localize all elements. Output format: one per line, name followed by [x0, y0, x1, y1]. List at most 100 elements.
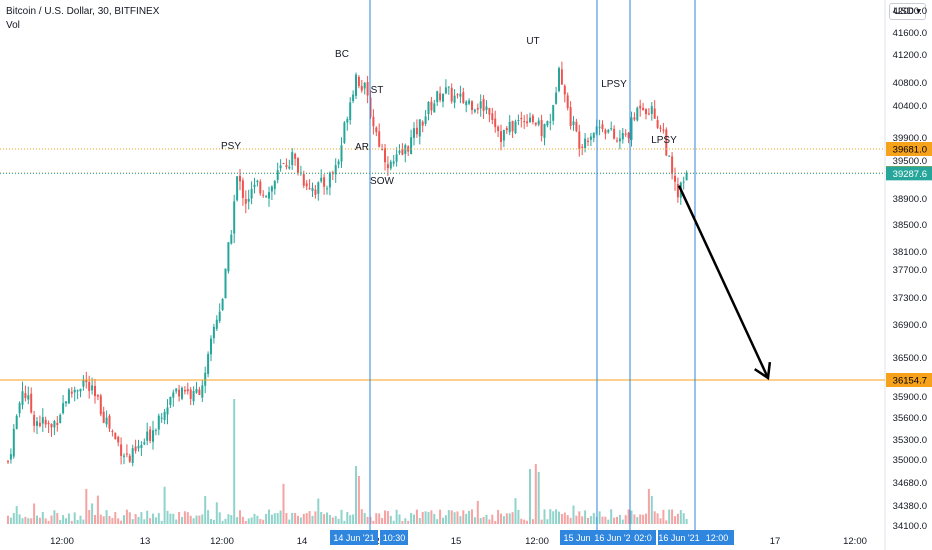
candle-body: [186, 389, 189, 392]
time-badge: [330, 530, 378, 545]
volume-bar: [529, 469, 531, 524]
volume-bar: [294, 512, 297, 524]
volume-bar: [137, 516, 140, 524]
volume-bar: [494, 520, 497, 524]
x-tick-label: 12:00: [50, 536, 74, 547]
volume-bar: [572, 505, 575, 524]
volume-label[interactable]: Vol: [6, 20, 20, 31]
volume-bar: [172, 513, 175, 524]
volume-bar: [291, 512, 294, 524]
volume-bar: [183, 511, 186, 524]
volume-bar: [108, 515, 111, 524]
volume-bar: [299, 517, 302, 524]
volume-bar: [340, 509, 343, 524]
candle-body: [529, 117, 531, 122]
candle-body: [485, 106, 488, 110]
candle-body: [491, 113, 494, 120]
candle-body: [662, 129, 665, 131]
candle-body: [653, 108, 656, 119]
candle-body: [433, 103, 436, 113]
wyckoff-label: SOW: [370, 176, 394, 187]
candle-body: [125, 453, 128, 455]
x-tick-label: 12:00: [525, 536, 549, 547]
volume-bar: [207, 510, 210, 524]
candle-body: [624, 133, 627, 135]
candle-body: [9, 454, 12, 460]
candle-body: [444, 87, 447, 94]
candle-body: [166, 407, 169, 415]
candle-body: [674, 175, 676, 182]
candle-body: [613, 128, 616, 139]
volume-bar: [134, 513, 137, 524]
candle-body: [207, 353, 210, 374]
candle-body: [172, 392, 175, 398]
candle-body: [447, 86, 450, 88]
candle-body: [497, 126, 500, 132]
price-level-badge: [886, 142, 932, 156]
volume-bar: [317, 498, 320, 524]
candle-body: [253, 184, 256, 188]
volume-bar: [94, 514, 96, 524]
candle-body: [505, 128, 508, 131]
candle-body: [465, 101, 468, 106]
symbol-title[interactable]: Bitcoin / U.S. Dollar, 30, BITFINEX: [6, 6, 160, 17]
candle-body: [546, 121, 549, 126]
volume-bar: [366, 516, 369, 524]
y-tick-label: 40800.0: [893, 78, 927, 89]
volume-bar: [610, 509, 613, 524]
candle-body: [56, 422, 59, 425]
candle-body: [204, 372, 207, 386]
candle-body: [256, 180, 259, 183]
y-tick-label: 41600.0: [893, 28, 927, 39]
volume-bar: [360, 509, 363, 524]
candle-body: [610, 128, 613, 130]
volume-bar: [265, 513, 268, 524]
candle-body: [650, 106, 653, 114]
candle-body: [552, 105, 555, 121]
candle-body: [578, 131, 581, 150]
y-tick-label: 35600.0: [893, 413, 927, 424]
volume-bar: [413, 514, 415, 524]
volume-bar: [160, 520, 163, 524]
candle-body: [601, 124, 604, 129]
candle-body: [305, 183, 308, 187]
candle-body: [36, 421, 38, 426]
volume-bar: [676, 513, 679, 524]
candle-body: [537, 120, 540, 125]
candle-body: [157, 415, 160, 430]
y-tick-label: 38900.0: [893, 194, 927, 205]
candle-body: [143, 442, 146, 445]
candle-body: [320, 177, 323, 182]
volume-bar: [502, 516, 505, 524]
currency-selector[interactable]: USD ▾: [888, 3, 926, 20]
volume-bar: [195, 515, 198, 524]
candle-body: [152, 430, 154, 442]
candle-body: [88, 382, 91, 392]
candle-body: [424, 116, 427, 124]
candle-body: [30, 393, 33, 413]
candle-body: [520, 117, 523, 120]
volume-bar: [453, 512, 456, 524]
volume-bar: [439, 509, 442, 524]
volume-bar: [47, 520, 50, 524]
volume-bar: [247, 518, 250, 524]
candle-body: [418, 119, 421, 137]
candle-body: [94, 385, 96, 397]
volume-bar: [555, 509, 558, 524]
volume-bar: [389, 515, 392, 524]
candle-body: [563, 85, 566, 95]
volume-bar: [352, 514, 355, 524]
volume-bar: [415, 509, 418, 524]
volume-bar: [500, 513, 502, 524]
volume-bar: [363, 512, 366, 524]
volume-bar: [70, 520, 73, 524]
volume-bar: [485, 514, 488, 524]
volume-bar: [120, 520, 123, 524]
volume-bar: [616, 516, 618, 524]
y-tick-label: 34380.0: [893, 501, 927, 512]
candle-body: [488, 108, 491, 115]
candle-body: [360, 86, 363, 91]
volume-bar: [633, 514, 636, 524]
volume-bar: [189, 515, 192, 524]
